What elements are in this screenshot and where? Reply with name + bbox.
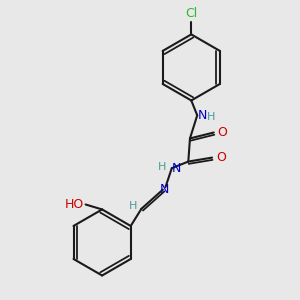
Text: N: N [198,109,208,122]
Text: H: H [206,112,215,122]
Text: N: N [160,183,169,196]
Text: H: H [158,162,166,172]
Text: O: O [218,126,228,139]
Text: HO: HO [65,198,84,211]
Text: H: H [129,201,137,211]
Text: Cl: Cl [185,7,197,20]
Text: N: N [172,162,181,175]
Text: O: O [216,151,226,164]
